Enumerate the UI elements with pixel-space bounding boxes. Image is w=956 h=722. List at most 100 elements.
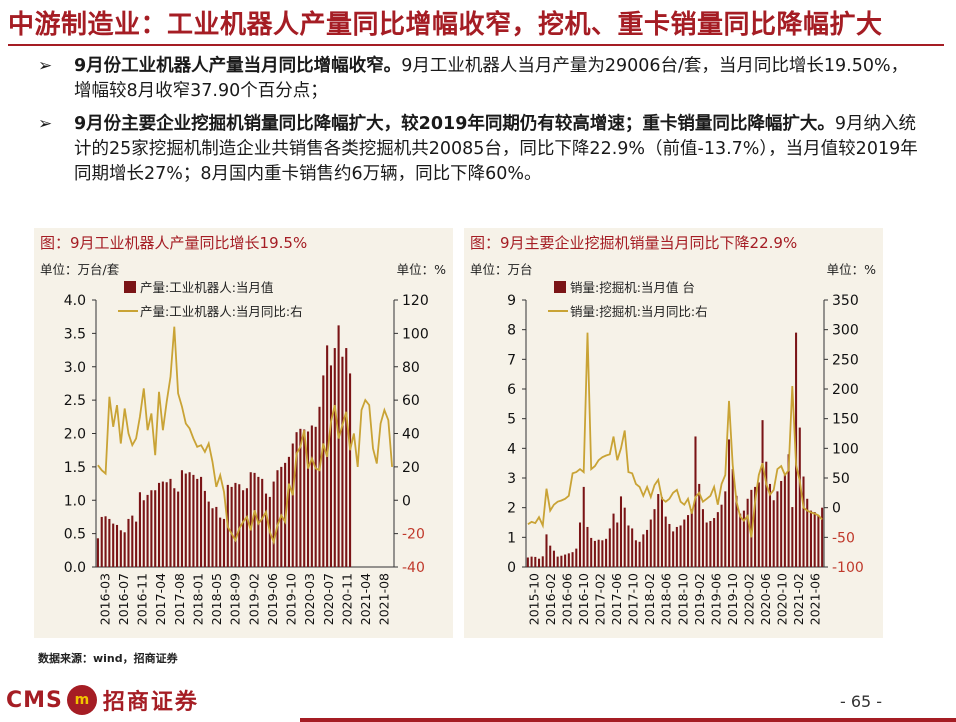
data-bar <box>634 540 637 567</box>
y-tick-label-right: 0 <box>402 493 411 509</box>
x-tick-label: 2019-06 <box>265 573 280 625</box>
data-bar <box>791 507 794 567</box>
data-bar <box>234 482 237 567</box>
data-bar <box>787 454 790 567</box>
x-tick-label: 2017-08 <box>172 573 187 625</box>
data-bar <box>742 510 745 567</box>
data-bar <box>809 510 812 567</box>
data-bar <box>306 431 310 567</box>
y-tick-label-left: 3 <box>507 471 516 487</box>
x-tick-label: 2018-02 <box>642 573 657 625</box>
logo-mark-icon: m <box>66 685 97 715</box>
y-tick-label-left: 1.0 <box>64 493 86 509</box>
data-bar <box>750 489 753 567</box>
data-bar <box>169 478 172 567</box>
x-tick-label: 2020-11 <box>339 573 354 625</box>
x-tick-label: 2017-10 <box>626 573 641 625</box>
data-bar <box>299 428 302 567</box>
chart-excavator-panel: 图：9月主要企业挖掘机销量当月同比下降22.9% 单位：万台 单位：% 0 1 2 3 4 5… <box>464 228 883 638</box>
data-bar <box>582 486 585 567</box>
legend-bar-label: 产量:工业机器人:当月值 <box>140 280 273 295</box>
data-bar <box>188 472 191 567</box>
x-tick-label: 2018-09 <box>228 573 243 625</box>
data-bar <box>668 523 671 567</box>
x-tick-label: 2020-07 <box>321 573 336 625</box>
data-bar <box>337 325 340 567</box>
data-bar <box>192 474 195 567</box>
data-bar <box>552 550 555 567</box>
data-bar <box>322 375 325 567</box>
y-tick-label-left: 1 <box>507 530 516 546</box>
data-bar <box>727 439 731 567</box>
data-bar <box>115 524 119 567</box>
data-bar <box>597 539 600 567</box>
legend-line-label: 产量:工业机器人:当月同比:右 <box>140 304 303 319</box>
data-bar <box>295 432 298 567</box>
bullet-robot-text: 9月工业机器人当月产量为29006台/套，当月同比增长19.50%，增幅较8月收… <box>74 56 909 101</box>
bullet-excavator-text: 9月纳入统计的25家挖掘机制造企业共销售各类挖掘机共20085台，同比下降22.… <box>74 114 918 184</box>
data-bar <box>657 494 660 567</box>
data-bar <box>571 552 574 567</box>
data-bar <box>709 521 712 567</box>
data-bar <box>135 521 138 567</box>
data-bar <box>567 553 570 567</box>
y-tick-label-left: 8 <box>507 323 516 339</box>
data-bar <box>623 507 626 567</box>
y-tick-label-right: 150 <box>832 412 859 428</box>
y-tick-label-left: 2.5 <box>64 393 86 409</box>
data-bar <box>276 470 279 567</box>
data-bar <box>549 545 552 567</box>
data-bar <box>333 348 336 567</box>
data-bar <box>716 512 719 567</box>
y-tick-label-right: -50 <box>832 530 855 546</box>
y-tick-label-left: 2.0 <box>64 427 86 443</box>
data-bar <box>586 526 589 567</box>
data-bar <box>100 516 103 567</box>
x-tick-label: 2020-06 <box>758 573 773 625</box>
y-tick-label-right: 0 <box>832 501 841 517</box>
chart-robot-title: 图：9月工业机器人产量同比增长19.5% <box>40 234 308 252</box>
y-tick-label-right: 250 <box>832 352 859 368</box>
data-bar <box>238 484 241 567</box>
y-tick-label-left: 7 <box>507 352 516 368</box>
data-line <box>527 332 823 538</box>
data-source: 数据来源：wind，招商证券 <box>38 652 178 665</box>
x-tick-label: 2021-06 <box>808 573 823 625</box>
legend-bar-swatch <box>124 281 136 293</box>
data-bar <box>578 522 582 567</box>
data-bar <box>203 490 206 567</box>
y-tick-label-left: 0.5 <box>64 527 86 543</box>
data-bar <box>612 513 615 567</box>
data-bar <box>746 498 749 567</box>
data-bar <box>119 530 122 567</box>
y-tick-label-right: -100 <box>832 560 864 576</box>
y-tick-label-right: 100 <box>832 441 859 457</box>
data-bar <box>329 365 333 567</box>
data-bar <box>310 425 313 567</box>
x-tick-label: 2018-06 <box>659 573 674 625</box>
data-bar <box>161 481 164 567</box>
data-bar <box>817 515 820 567</box>
x-tick-label: 2016-03 <box>97 573 112 625</box>
y-tick-label-right: 200 <box>832 382 859 398</box>
y-tick-label-right: 350 <box>832 293 859 309</box>
data-line <box>97 326 393 546</box>
x-tick-label: 2019-10 <box>725 573 740 625</box>
data-bar <box>242 490 245 567</box>
data-bar <box>534 556 537 567</box>
x-tick-label: 2016-07 <box>116 573 131 625</box>
data-bar <box>261 478 264 567</box>
legend-bar-swatch <box>554 281 566 293</box>
data-bar <box>230 486 233 567</box>
data-bar <box>180 470 184 567</box>
logo-cms-text: CMS <box>6 687 63 713</box>
data-bar <box>157 482 161 567</box>
x-tick-label: 2019-06 <box>708 573 723 625</box>
x-tick-label: 2020-02 <box>742 573 757 625</box>
data-bar <box>349 373 352 567</box>
data-bar <box>642 534 645 567</box>
data-bar <box>219 517 222 567</box>
data-bar <box>590 537 593 567</box>
data-bar <box>345 348 348 567</box>
data-bar <box>165 482 168 567</box>
